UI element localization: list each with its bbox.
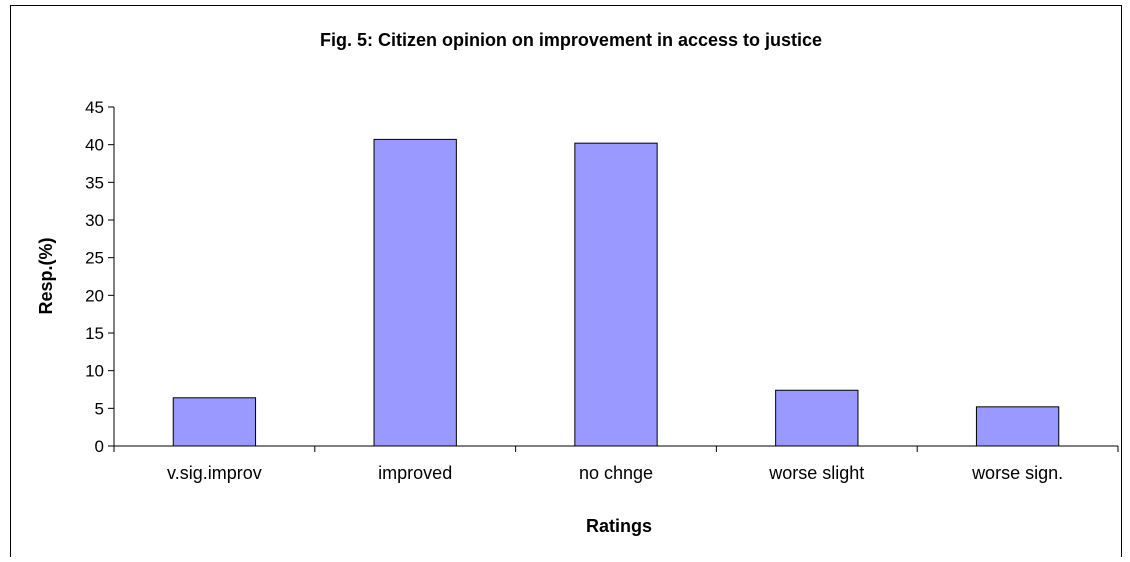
x-category-label: v.sig.improv <box>167 463 262 483</box>
y-tick-label: 5 <box>95 399 104 418</box>
y-tick-label: 45 <box>85 98 104 117</box>
y-tick-label: 20 <box>85 286 104 305</box>
x-category-label: worse sign. <box>971 463 1063 483</box>
bars <box>172 138 1060 447</box>
bar-4 <box>975 406 1060 447</box>
chart-title: Fig. 5: Citizen opinion on improvement i… <box>320 30 822 50</box>
x-category-label: no chnge <box>579 463 653 483</box>
x-category-label: improved <box>378 463 452 483</box>
x-category-label: worse slight <box>768 463 864 483</box>
y-tick-label: 25 <box>85 249 104 268</box>
x-axis-title: Ratings <box>586 516 652 536</box>
y-tick-label: 0 <box>95 437 104 456</box>
bar-0 <box>172 397 257 447</box>
bar-2 <box>574 142 658 447</box>
y-tick-label: 10 <box>85 362 104 381</box>
y-tick-label: 15 <box>85 324 104 343</box>
y-tick-label: 35 <box>85 173 104 192</box>
y-tick-label: 40 <box>85 136 104 155</box>
y-axis-title: Resp.(%) <box>36 237 56 314</box>
bar-1 <box>373 138 457 447</box>
y-axis-ticks: 0 5 10 15 20 25 30 35 40 45 <box>85 98 114 456</box>
y-tick-label: 30 <box>85 211 104 230</box>
x-axis-categories: v.sig.improv improved no chnge worse slight… <box>113 446 1119 483</box>
chart-frame <box>10 5 1122 557</box>
bar-3 <box>775 389 859 447</box>
